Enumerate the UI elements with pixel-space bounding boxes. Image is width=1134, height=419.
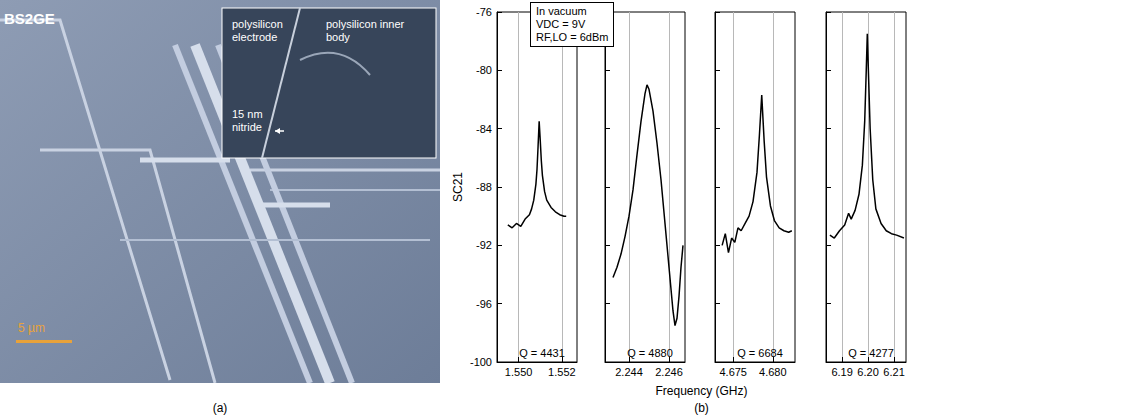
svg-text:-100: -100: [470, 356, 492, 368]
svg-text:15 nmnitride: 15 nmnitride: [232, 108, 263, 133]
svg-text:6.19: 6.19: [831, 366, 852, 378]
svg-text:1.552: 1.552: [548, 366, 576, 378]
svg-text:Q = 4880: Q = 4880: [627, 347, 673, 359]
html-text:(a): (a): [212, 401, 228, 415]
svg-text:5 µm: 5 µm: [18, 321, 45, 335]
svg-text:-92: -92: [476, 239, 492, 251]
html-text:SC21: SC21: [451, 172, 465, 202]
svg-text:2.246: 2.246: [655, 366, 683, 378]
svg-text:BS2GE: BS2GE: [4, 10, 55, 27]
html-text:In vacuum: In vacuum: [536, 5, 587, 17]
svg-text:6.20: 6.20: [857, 366, 878, 378]
svg-text:-80: -80: [476, 64, 492, 76]
svg-text:polysiliconelectrode: polysiliconelectrode: [232, 18, 283, 43]
svg-text:1.550: 1.550: [505, 366, 533, 378]
svg-text:2.244: 2.244: [615, 366, 643, 378]
html-text:Frequency (GHz): Frequency (GHz): [655, 384, 748, 398]
svg-text:4.675: 4.675: [719, 366, 747, 378]
svg-text:polysilicon innerbody: polysilicon innerbody: [326, 18, 405, 43]
svg-text:Q = 6684: Q = 6684: [737, 347, 783, 359]
svg-text:4.680: 4.680: [759, 366, 787, 378]
html-text:RF,LO = 6dBm: RF,LO = 6dBm: [536, 31, 609, 43]
svg-text:6.21: 6.21: [883, 366, 904, 378]
html-text:VDC = 9V: VDC = 9V: [536, 18, 586, 30]
svg-text:-76: -76: [476, 6, 492, 18]
svg-text:-88: -88: [476, 181, 492, 193]
svg-text:Q = 4431: Q = 4431: [519, 347, 565, 359]
svg-text:-84: -84: [476, 123, 492, 135]
svg-text:-96: -96: [476, 298, 492, 310]
svg-text:Q = 4277: Q = 4277: [848, 347, 894, 359]
html-text:(b): (b): [694, 401, 709, 415]
